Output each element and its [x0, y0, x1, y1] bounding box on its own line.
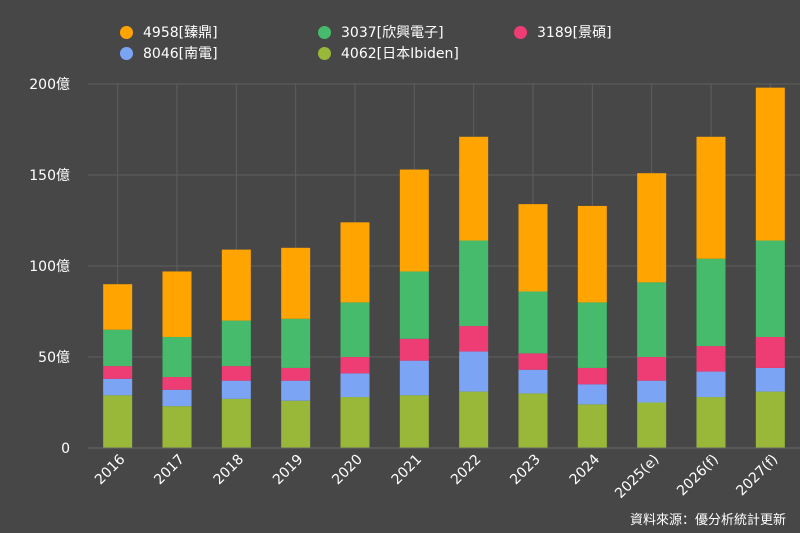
y-tick-label: 0 — [61, 441, 70, 457]
legend-label-8046: 8046[南電] — [143, 46, 218, 62]
x-tick-label: 2019 — [270, 452, 307, 489]
x-tick-label: 2021 — [389, 452, 426, 489]
bar-segment — [221, 249, 251, 321]
bar-segment — [281, 380, 311, 401]
bar-segment — [696, 258, 726, 347]
bar-segment — [577, 404, 607, 448]
bar-segment — [518, 204, 548, 292]
y-tick-label: 50億 — [38, 350, 70, 366]
bar-segment — [637, 380, 667, 403]
legend-label-4958: 4958[臻鼎] — [143, 25, 218, 41]
bar-segment — [340, 302, 370, 357]
bar-segment — [696, 346, 726, 372]
bar-segment — [103, 395, 133, 448]
bar-segment — [459, 391, 489, 448]
bar-segment — [755, 240, 785, 337]
bar-segment — [281, 247, 311, 319]
bar-segment — [221, 366, 251, 381]
bar-segment — [696, 136, 726, 259]
bar-segment — [459, 240, 489, 327]
bar-segment — [103, 378, 133, 396]
bar-segment — [459, 326, 489, 352]
x-tick-label: 2017 — [151, 452, 188, 489]
chart-legend: 4958[臻鼎] 3037[欣興電子] 3189[景碩] 8046[南電] 40… — [0, 0, 800, 66]
bar-segment — [399, 360, 429, 396]
legend-label-3189: 3189[景碩] — [537, 25, 612, 41]
bar-segment — [162, 336, 192, 378]
legend-label-3037: 3037[欣興電子] — [341, 25, 444, 41]
y-tick-label: 150億 — [29, 168, 70, 184]
y-tick-label: 100億 — [29, 259, 70, 275]
bar-segment — [399, 338, 429, 361]
bar-segment — [162, 377, 192, 390]
bar-segment — [518, 353, 548, 370]
y-tick-label: 200億 — [29, 77, 70, 93]
bar-segment — [577, 302, 607, 368]
legend-swatch-8046 — [120, 46, 133, 60]
bar-segment — [399, 271, 429, 339]
bar-segment — [755, 391, 785, 448]
bar-segment — [518, 369, 548, 394]
x-tick-label: 2026(f) — [674, 452, 722, 500]
bar-segment — [459, 136, 489, 241]
source-note: 資料來源：優分析統計更新 — [629, 513, 786, 528]
bar-segment — [696, 371, 726, 398]
bar-segment — [577, 367, 607, 385]
bar-segment — [221, 398, 251, 448]
legend-swatch-4958 — [120, 25, 133, 39]
bar-segment — [459, 351, 489, 392]
bar-segment — [162, 271, 192, 337]
x-tick-label: 2018 — [211, 452, 248, 489]
bar-segment — [340, 222, 370, 303]
gridlines — [88, 83, 800, 449]
bar-segment — [637, 402, 667, 448]
bar-segment — [577, 384, 607, 405]
bar-segment — [755, 367, 785, 392]
bar-segment — [755, 87, 785, 241]
legend-item-3037[interactable]: 3037[欣興電子] — [318, 22, 444, 42]
bar-segment — [340, 357, 370, 374]
bar-segment — [281, 400, 311, 448]
legend-swatch-3037 — [318, 25, 331, 39]
legend-item-4062[interactable]: 4062[日本Ibiden] — [318, 43, 459, 63]
x-tick-label: 2025(e) — [612, 452, 662, 502]
bar-segment — [162, 406, 192, 448]
x-tick-label: 2023 — [507, 452, 544, 489]
bar-segment — [221, 380, 251, 399]
bar-segment — [281, 318, 311, 368]
bar-segment — [637, 173, 667, 283]
bar-segment — [281, 367, 311, 381]
x-tick-label: 2016 — [92, 451, 129, 488]
bar-segment — [340, 397, 370, 448]
x-tick-label: 2022 — [448, 452, 485, 489]
bars — [103, 87, 785, 448]
bar-segment — [221, 320, 251, 367]
x-tick-label: 2024 — [567, 451, 604, 488]
bar-segment — [577, 205, 607, 303]
legend-item-3189[interactable]: 3189[景碩] — [514, 22, 612, 42]
bar-segment — [103, 284, 133, 330]
bar-segment — [637, 357, 667, 381]
bar-segment — [103, 366, 133, 379]
x-tick-label: 2020 — [329, 452, 366, 489]
bar-segment — [755, 336, 785, 368]
legend-item-8046[interactable]: 8046[南電] — [120, 43, 218, 63]
bar-segment — [399, 395, 429, 448]
legend-item-4958[interactable]: 4958[臻鼎] — [120, 22, 218, 42]
legend-swatch-3189 — [514, 25, 527, 39]
bar-segment — [399, 169, 429, 272]
bar-segment — [518, 393, 548, 448]
bar-segment — [637, 282, 667, 357]
bar-segment — [103, 329, 133, 367]
x-tick-label: 2027(f) — [733, 452, 781, 500]
bar-segment — [518, 291, 548, 354]
legend-swatch-4062 — [318, 46, 331, 60]
bar-segment — [340, 373, 370, 398]
legend-label-4062: 4062[日本Ibiden] — [341, 46, 459, 62]
bar-segment — [696, 397, 726, 448]
bar-segment — [162, 389, 192, 407]
